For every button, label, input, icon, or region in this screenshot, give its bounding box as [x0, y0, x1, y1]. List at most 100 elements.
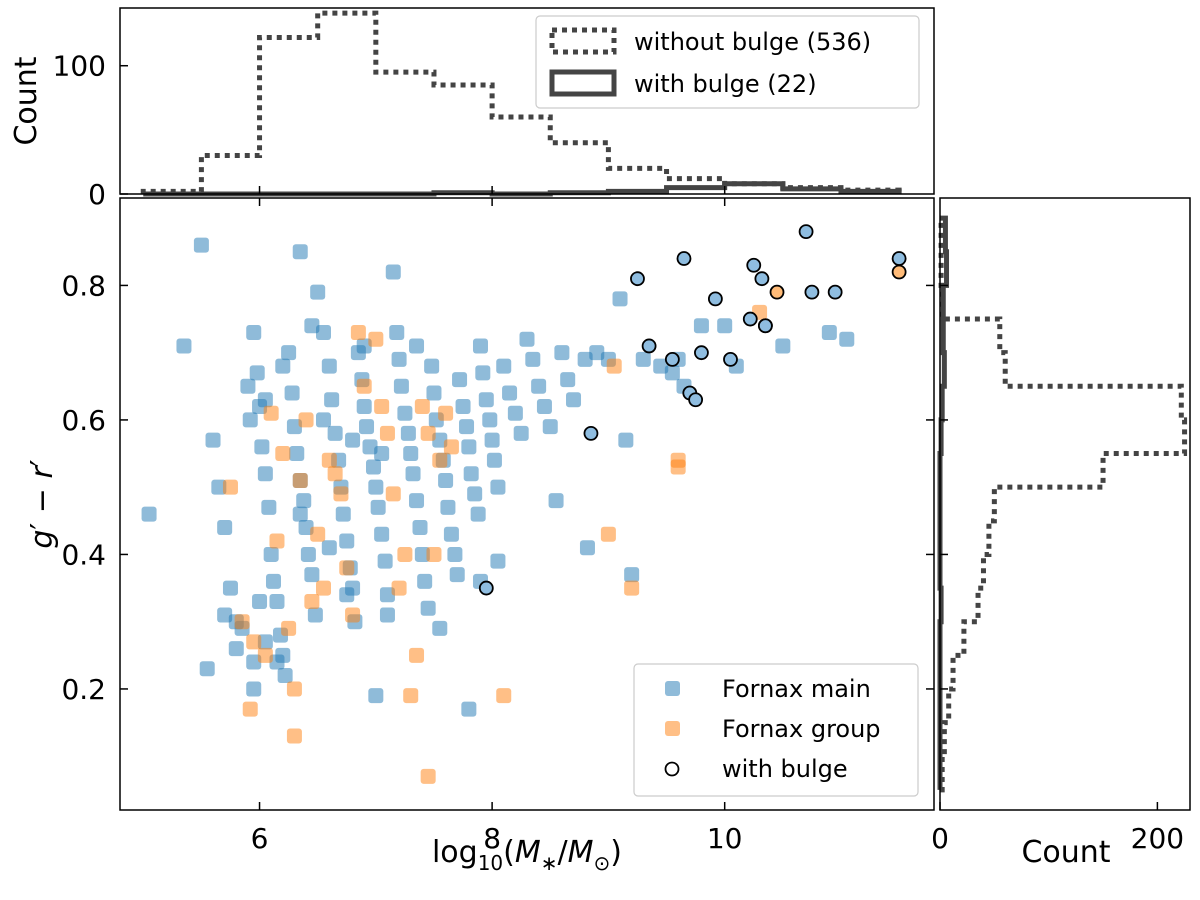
legend-swatch-without-bulge [549, 27, 617, 55]
point-fornax-main [269, 594, 285, 610]
x-axis-title-part: M [515, 835, 541, 870]
point-fornax-main [265, 573, 281, 589]
point-fornax-group [397, 546, 413, 562]
point-with-bulge [754, 271, 770, 287]
x-axis-title-part: log [432, 835, 478, 870]
point-with-bulge [742, 311, 758, 327]
point-fornax-group [432, 452, 448, 468]
point-fornax-main [531, 378, 547, 394]
point-fornax-main [519, 331, 535, 347]
point-fornax-main [403, 446, 419, 462]
point-fornax-main [400, 425, 416, 441]
point-fornax-group [321, 452, 337, 468]
point-fornax-main [635, 351, 651, 367]
point-fornax-group [670, 459, 686, 475]
point-fornax-main [385, 264, 401, 280]
point-fornax-group [242, 701, 258, 717]
point-fornax-main [257, 466, 273, 482]
top-hist-y-tick-label: 0 [88, 178, 106, 211]
right-histogram [937, 215, 1188, 793]
right-axes-frame [939, 197, 1191, 811]
point-fornax-group [345, 607, 361, 623]
point-fornax-main [366, 459, 382, 475]
point-fornax-group [257, 647, 273, 663]
point-fornax-main [377, 553, 393, 569]
point-fornax-main [424, 358, 440, 374]
point-fornax-main [461, 701, 477, 717]
point-fornax-main [472, 338, 488, 354]
point-fornax-group [379, 425, 395, 441]
legend-label-with-bulge: with bulge (22) [634, 70, 817, 98]
point-fornax-main [304, 567, 320, 583]
point-fornax-main [513, 425, 529, 441]
point-fornax-main [304, 318, 320, 334]
point-with-bulge [798, 224, 814, 240]
x-tick-label: 6 [251, 822, 269, 855]
point-fornax-main [417, 573, 433, 589]
right-hist-x-tick-label: 200 [1131, 822, 1184, 855]
point-fornax-main [653, 358, 669, 374]
point-fornax-group [496, 688, 512, 704]
x-axis-title-part: ( [503, 835, 515, 870]
point-fornax-main [490, 553, 506, 569]
point-fornax-main [405, 466, 421, 482]
point-fornax-main [298, 520, 314, 536]
point-fornax-group [298, 412, 314, 428]
point-fornax-main [269, 654, 285, 670]
point-with-bulge [827, 284, 843, 300]
point-fornax-main [316, 325, 331, 341]
hist-step-with-bulge [937, 215, 950, 790]
point-fornax-main [211, 479, 227, 495]
x-axis-title-part: / [558, 835, 569, 870]
point-fornax-main [310, 284, 326, 300]
point-fornax-group [275, 446, 291, 462]
point-fornax-group [350, 325, 366, 341]
right-hist-x-tick-label: 0 [931, 822, 949, 855]
point-fornax-main [490, 479, 506, 495]
point-with-bulge [769, 284, 785, 300]
point-fornax-main [199, 661, 215, 677]
point-fornax-main [447, 546, 463, 562]
point-fornax-group [624, 580, 640, 596]
point-fornax-main [548, 493, 564, 509]
point-fornax-main [217, 607, 233, 623]
point-fornax-main [452, 372, 468, 388]
point-fornax-main [554, 345, 570, 361]
point-with-bulge [694, 345, 709, 361]
point-fornax-group [281, 620, 297, 636]
top-axes-frame [119, 7, 935, 195]
point-fornax-main [542, 419, 558, 435]
point-fornax-group [391, 580, 407, 596]
main-legend-box [633, 663, 919, 797]
legend-swatch-with-bulge [549, 69, 617, 97]
point-fornax-main [240, 378, 256, 394]
point-fornax-main [316, 412, 331, 428]
point-fornax-group [414, 398, 430, 414]
point-fornax-main [242, 412, 258, 428]
point-with-bulge [891, 251, 907, 266]
legend-marker-with-bulge [664, 761, 680, 777]
point-fornax-main [292, 506, 308, 522]
point-with-bulge [707, 291, 723, 307]
point-fornax-main [321, 540, 337, 556]
x-tick-label: 10 [707, 822, 743, 855]
x-axis-title-part: ) [610, 835, 622, 870]
point-fornax-main [409, 338, 425, 354]
point-fornax-group [286, 681, 302, 697]
point-fornax-group [234, 614, 250, 630]
point-fornax-group [263, 405, 279, 421]
point-with-bulge [804, 284, 820, 300]
point-fornax-main [141, 506, 157, 522]
top-legend-box [535, 15, 920, 109]
point-fornax-group [403, 688, 419, 704]
point-fornax-main [463, 466, 479, 482]
y-axis-title-part: − [25, 479, 60, 523]
point-fornax-main [409, 493, 425, 509]
point-fornax-main [205, 432, 221, 448]
x-axis-title-part: M [568, 835, 594, 870]
point-fornax-group [600, 526, 616, 542]
legend-label-fornax-main: Fornax main [722, 675, 871, 703]
point-fornax-main [455, 398, 471, 414]
main-legend: Fornax main Fornax group with bulge [633, 663, 919, 797]
point-fornax-main [440, 499, 456, 515]
